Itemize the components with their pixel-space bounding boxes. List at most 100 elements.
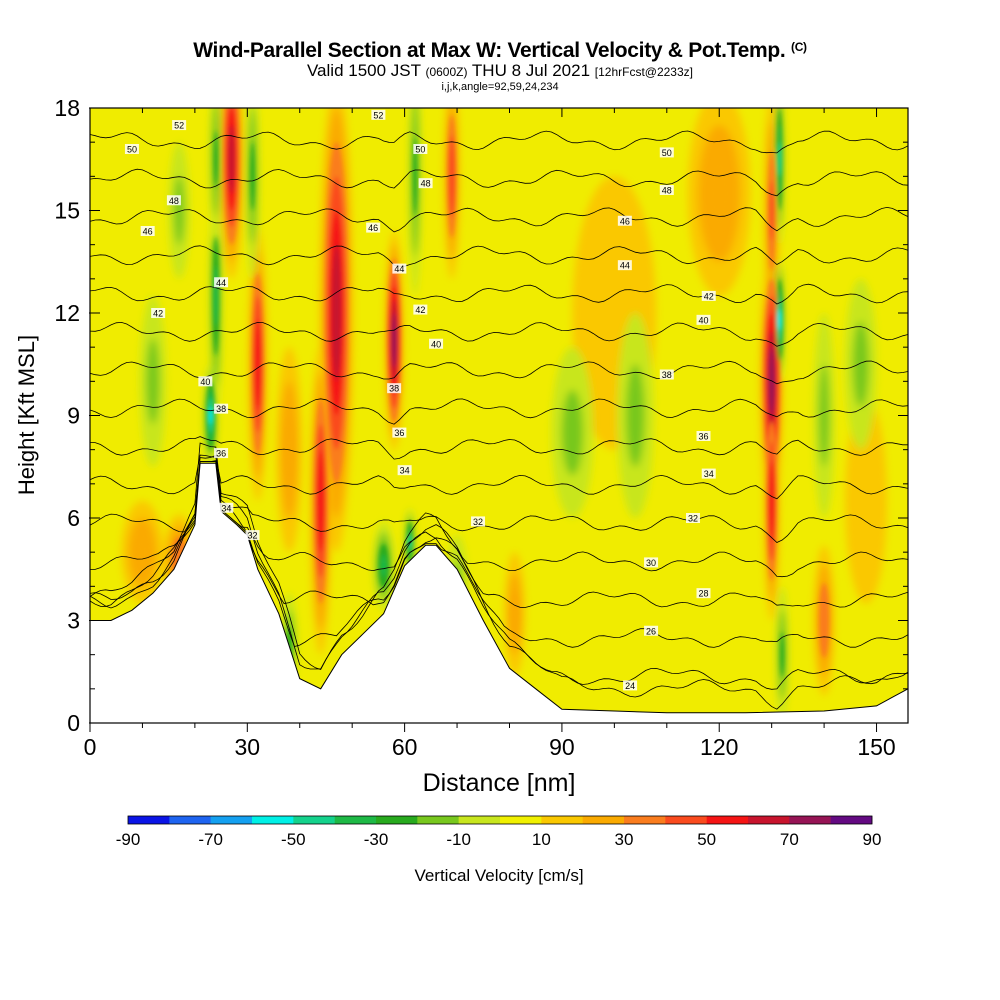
theta-label: 46 [143, 227, 153, 237]
colorbar-swatch [210, 816, 253, 824]
downdraft-cell [852, 321, 869, 407]
colorbar-tick-label: -10 [446, 830, 471, 849]
y-tick-label: 12 [54, 300, 80, 326]
theta-label: 34 [221, 503, 231, 513]
downdraft-cell [146, 338, 160, 425]
colorbar-swatch [665, 816, 707, 824]
updraft-cell [449, 155, 454, 197]
theta-label: 34 [704, 469, 714, 479]
theta-isoline [90, 436, 908, 460]
theta-label-bg [392, 263, 407, 274]
theta-label-bg [696, 314, 711, 325]
theta-label: 50 [415, 145, 425, 155]
theta-label: 50 [127, 145, 137, 155]
updraft-cell [334, 278, 339, 348]
theta-label: 28 [698, 589, 708, 599]
colorbar-swatch [748, 816, 790, 824]
chart-indices: i,j,k,angle=92,59,24,234 [441, 81, 559, 93]
updraft-cell [392, 326, 397, 355]
theta-label: 34 [400, 466, 410, 476]
theta-label-bg [166, 195, 181, 206]
updraft-cell [511, 593, 519, 635]
theta-label-bg [214, 277, 229, 288]
theta-isoline [90, 442, 908, 710]
theta-label-bg [219, 502, 234, 513]
theta-label-bg [413, 144, 428, 154]
colorbar-swatch [293, 816, 335, 824]
theta-label-bg [371, 109, 386, 120]
colorbar-tick-label: 30 [615, 830, 634, 849]
downdraft-cell [561, 389, 583, 476]
theta-label: 36 [216, 449, 226, 459]
theta-label: 48 [662, 186, 672, 196]
theta-label-bg [387, 383, 402, 394]
downdraft-cell [818, 364, 830, 467]
colorbar-tick-label: 70 [780, 830, 799, 849]
theta-label-bg [124, 144, 139, 154]
theta-label: 36 [394, 428, 404, 438]
y-tick-label: 9 [67, 403, 80, 429]
downdraft-cell [250, 142, 255, 211]
theta-label-bg [198, 376, 213, 387]
updraft-cell [769, 480, 774, 521]
theta-label: 40 [698, 315, 708, 325]
colorbar-swatch [376, 816, 418, 824]
downdraft-cell [777, 142, 782, 177]
theta-label-bg [659, 185, 674, 195]
theta-label-bg [418, 178, 433, 189]
theta-label-bg [214, 448, 229, 459]
colorbar-tick-label: 50 [697, 830, 716, 849]
x-tick-label: 30 [235, 734, 261, 760]
theta-label: 48 [421, 179, 431, 189]
chart-title: Wind-Parallel Section at Max W: Vertical… [193, 39, 807, 62]
theta-label: 46 [368, 223, 378, 233]
theta-label: 32 [248, 531, 258, 541]
downdraft-cell [626, 364, 645, 467]
colorbar-swatch [334, 816, 377, 824]
x-tick-label: 120 [700, 734, 738, 760]
colorbar-tick-label: 10 [532, 830, 551, 849]
colorbar-swatch [252, 816, 294, 824]
colorbar-swatch [624, 816, 666, 824]
theta-label: 48 [169, 196, 179, 206]
title-block: Wind-Parallel Section at Max W: Vertical… [0, 36, 1000, 94]
updraft-cell [255, 341, 260, 388]
theta-label-bg [140, 226, 155, 236]
theta-label-bg [701, 468, 716, 479]
updraft-cell [821, 601, 827, 640]
colorbar-frame [127, 815, 873, 825]
colorbar-tick-label: -90 [116, 830, 141, 849]
colorbar-swatch [169, 816, 211, 824]
colorbar-swatch [582, 816, 625, 824]
colorbar-swatch [789, 816, 831, 824]
colorbar-tick-label: -50 [281, 830, 306, 849]
y-axis-label: Height [Kft MSL] [14, 335, 39, 495]
y-tick-label: 3 [67, 608, 80, 634]
theta-isoline [90, 360, 908, 385]
x-tick-label: 60 [392, 734, 418, 760]
theta-label-bg [245, 530, 260, 541]
theta-label: 52 [174, 121, 184, 131]
colorbar: -90 -70 -50 -30 -10 10 30 50 70 90 [116, 815, 881, 849]
colorbar-swatch [458, 816, 501, 824]
colorbar-tick-label: -70 [198, 830, 223, 849]
theta-isoline [90, 321, 908, 347]
updraft-cell [229, 142, 234, 177]
downdraft-cell [213, 266, 218, 326]
theta-label-bg [623, 680, 638, 691]
theta-label-bg [471, 516, 486, 527]
theta-label: 40 [431, 339, 441, 349]
x-tick-label: 150 [857, 734, 895, 760]
theta-label-bg [659, 369, 674, 380]
downdraft-cell [208, 406, 213, 425]
colorbar-swatch [706, 816, 749, 824]
theta-label-bg [686, 513, 701, 523]
x-tick-label: 0 [84, 734, 97, 760]
colorbar-swatch [417, 816, 459, 824]
plot-area: 52 50 48 46 44 42 40 38 36 34 32 52 50 48 46 44 42 40 38 36… [90, 108, 908, 723]
colorbar-tick-label: -30 [364, 830, 389, 849]
theta-label: 30 [646, 558, 656, 568]
theta-label: 42 [415, 305, 425, 315]
theta-label: 40 [200, 377, 210, 387]
theta-isoline [90, 206, 908, 233]
